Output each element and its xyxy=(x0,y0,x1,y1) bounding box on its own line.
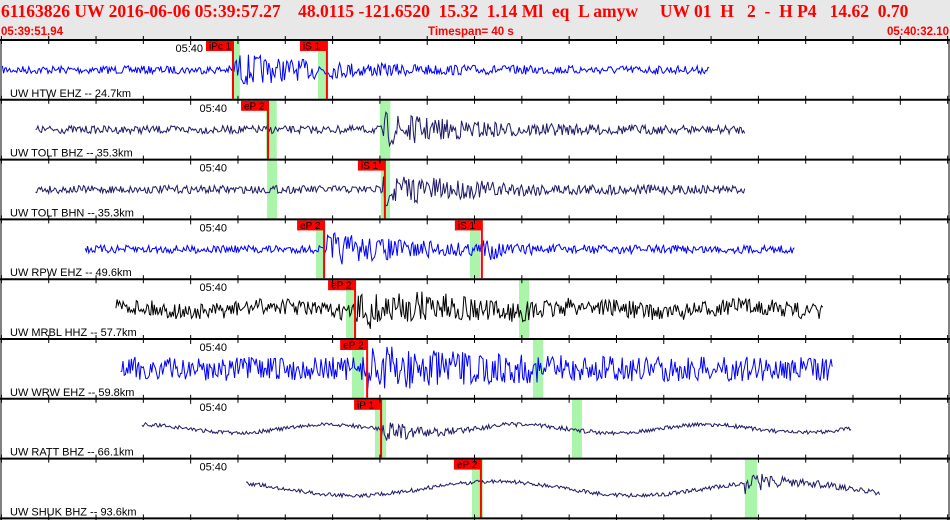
waveform-trace xyxy=(35,111,746,148)
timespan-label: Timespan= 40 s xyxy=(428,26,514,38)
channel-label: UW RPW EHZ -- 49.6km xyxy=(10,267,132,279)
phase-window xyxy=(232,41,240,99)
event-summary: 61163826 UW 2016-06-06 05:39:57.27 48.01… xyxy=(1,1,909,21)
waveform-trace xyxy=(115,291,824,329)
pick-flag[interactable] xyxy=(297,220,325,231)
phase-window xyxy=(351,340,365,398)
channel-label: UW WRW EHZ -- 59.8km xyxy=(10,387,134,399)
channel-label: UW SHUK BHZ -- 93.6km xyxy=(10,506,137,518)
pick-label: eP 2 xyxy=(244,101,265,112)
channel-panel[interactable]: 05:40 eP 2 UW WRW EHZ -- 59.8km xyxy=(10,340,833,399)
phase-window xyxy=(316,220,325,279)
pick-label: eP 2 xyxy=(343,341,364,352)
channel-panel[interactable]: 05:40 eP 2 iS 1 UW RPW EHZ -- 49.6km xyxy=(10,220,795,279)
phase-window xyxy=(267,160,278,219)
phase-window xyxy=(744,459,757,518)
minute-label: 05:40 xyxy=(199,222,227,234)
waveform-trace xyxy=(120,346,833,389)
phase-window xyxy=(346,280,356,338)
waveform-trace xyxy=(35,176,746,207)
minute-label: 05:40 xyxy=(199,402,227,414)
event-header: 61163826 UW 2016-06-06 05:39:57.27 48.01… xyxy=(0,0,950,40)
start-time: 05:39:51.94 xyxy=(1,26,64,38)
phase-window xyxy=(471,459,484,518)
pick-label: eP 2 xyxy=(331,281,352,292)
pick-label: eP 2 xyxy=(457,460,478,471)
pick-label: iS 1 xyxy=(303,42,321,53)
channel-panel[interactable]: 05:40 iS 1 UW TOLT BHN -- 35.3km xyxy=(10,160,746,220)
channel-label: UW RATT BHZ -- 66.1km xyxy=(10,447,134,459)
pick-flag[interactable] xyxy=(206,41,234,51)
pick-flag[interactable] xyxy=(241,100,269,111)
end-time: 05:40:32.10 xyxy=(886,26,949,38)
pick-flag[interactable] xyxy=(453,459,481,470)
phase-window xyxy=(571,399,582,458)
waveform-trace xyxy=(245,473,881,499)
channel-label: UW TOLT BHN -- 35.3km xyxy=(10,207,134,219)
pick-label: iS 1 xyxy=(361,161,379,172)
channel-panel[interactable]: 05:40 iP 1 UW RATT BHZ -- 66.1km xyxy=(10,399,852,459)
waveform-trace xyxy=(84,231,795,265)
waveform-trace xyxy=(1,54,710,85)
minute-label: 05:40 xyxy=(199,163,227,175)
channel-label: UW TOLT BHZ -- 35.3km xyxy=(10,148,133,160)
phase-window xyxy=(379,100,391,159)
pick-label: eP 2 xyxy=(300,221,321,232)
pick-label: iP 1 xyxy=(357,400,374,411)
pick-label: iPc 1 xyxy=(209,42,232,53)
pick-label: iS 1 xyxy=(458,221,476,232)
pick-flag[interactable] xyxy=(354,399,382,410)
waveform-trace xyxy=(141,421,852,441)
channel-panel[interactable]: 05:40 eP 2 UW TOLT BHZ -- 35.3km xyxy=(10,100,746,160)
channel-label: UW HTW EHZ -- 24.7km xyxy=(10,88,131,100)
pick-flag[interactable] xyxy=(357,160,385,171)
channel-panel[interactable]: 05:40 eP 2 UW MRBL HHZ -- 57.7km xyxy=(10,280,824,339)
pick-flag[interactable] xyxy=(454,220,482,231)
minute-label: 05:40 xyxy=(199,342,227,354)
channel-label: UW MRBL HHZ -- 57.7km xyxy=(10,327,137,339)
minute-label: 05:40 xyxy=(199,282,227,294)
minute-label: 05:40 xyxy=(199,462,227,474)
pick-flag[interactable] xyxy=(340,340,368,350)
minute-label: 05:40 xyxy=(199,103,227,115)
pick-flag[interactable] xyxy=(328,280,356,291)
pick-flag[interactable] xyxy=(299,41,327,51)
minute-label: 05:40 xyxy=(175,43,203,55)
phase-window xyxy=(518,280,530,338)
channel-panel[interactable]: 05:40 eP 2 UW SHUK BHZ -- 93.6km xyxy=(10,459,881,519)
phase-window xyxy=(470,220,480,279)
channel-panel[interactable]: 05:40 iPc 1 iS 1 UW HTW EHZ -- 24.7km xyxy=(1,41,710,100)
